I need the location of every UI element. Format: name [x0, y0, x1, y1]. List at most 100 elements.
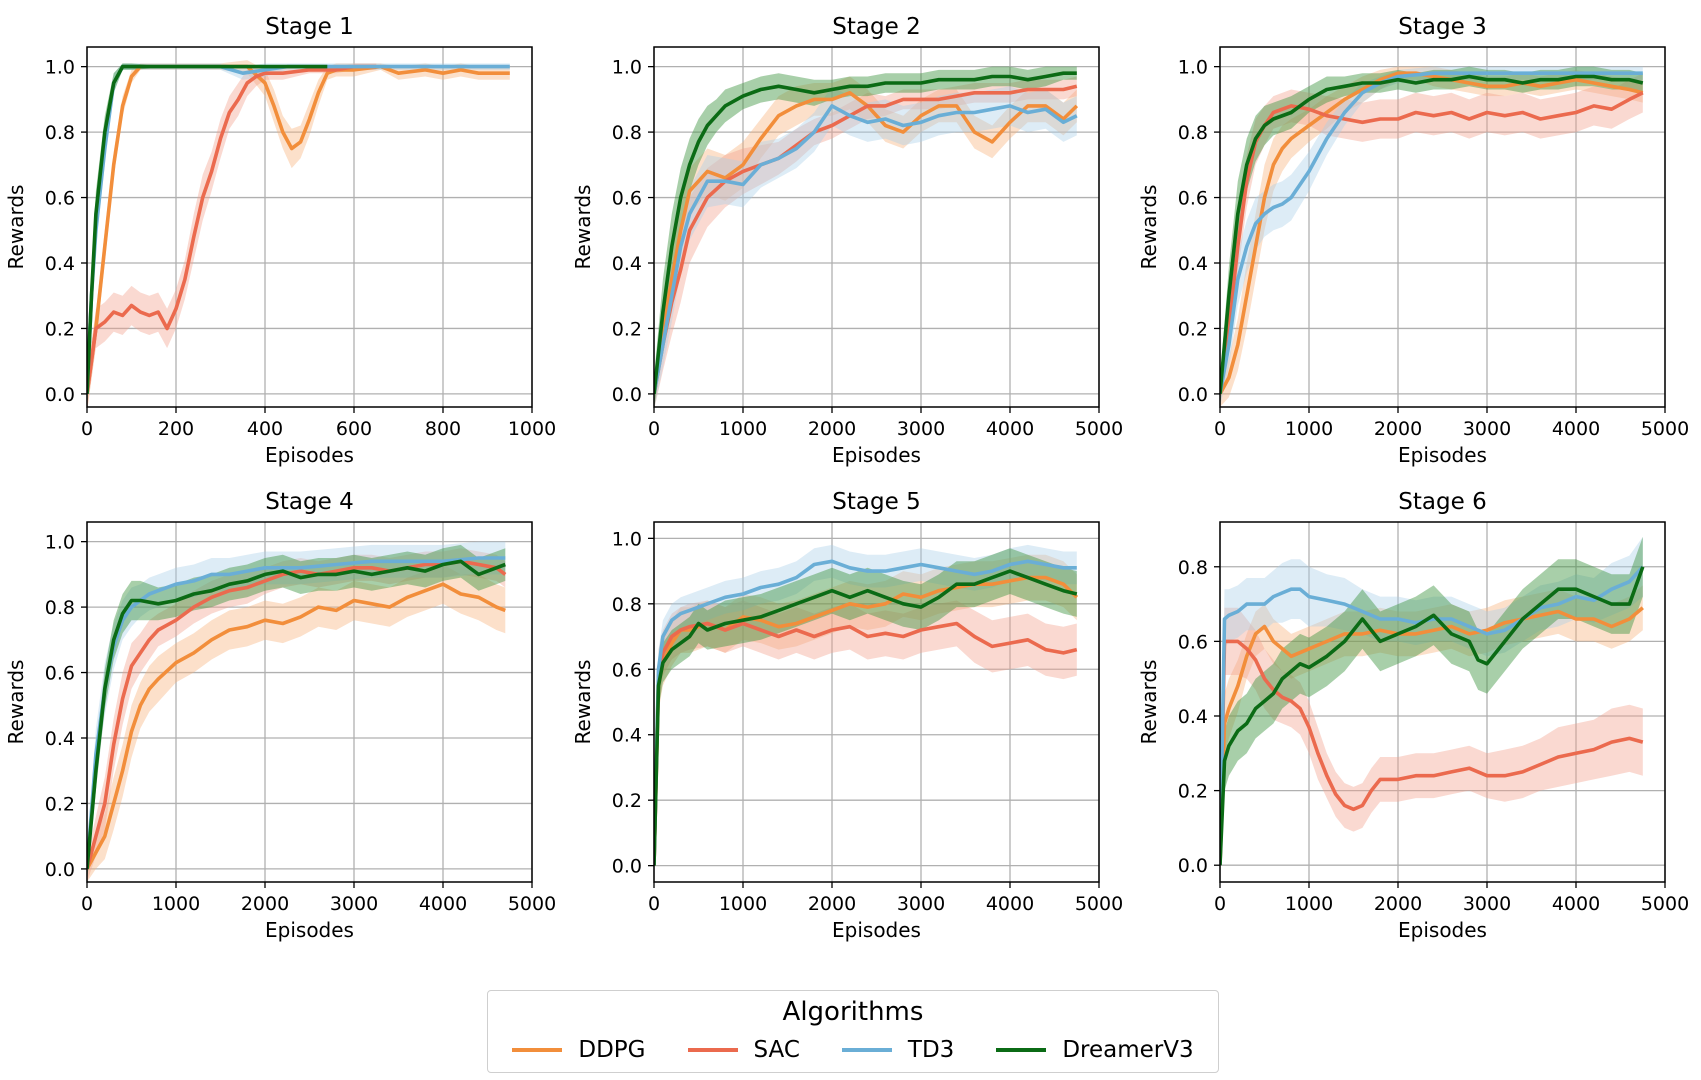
legend-swatch-td3 [841, 1048, 892, 1052]
y-axis-label: Rewards [571, 185, 595, 270]
chart-title: Stage 6 [1398, 489, 1486, 515]
band-td3-stage-3 [1220, 66, 1643, 407]
y-tick-label: 0.6 [45, 188, 75, 210]
x-tick-label: 3000 [897, 893, 945, 915]
y-axis-label: Rewards [1137, 660, 1161, 745]
band-td3-stage-4 [87, 541, 506, 882]
y-tick-label: 1.0 [1178, 57, 1208, 79]
x-axis-label: Episodes [832, 443, 921, 467]
y-tick-label: 0.2 [1178, 781, 1208, 803]
line-ddpg-stage-4 [87, 582, 506, 870]
x-tick-label: 800 [425, 418, 461, 440]
band-ddpg-stage-5 [654, 554, 1077, 879]
line-sac-stage-1 [87, 64, 377, 395]
y-tick-label: 0.4 [612, 725, 642, 747]
line-dreamerv3-stage-4 [87, 559, 506, 870]
x-tick-label: 400 [247, 418, 283, 440]
y-tick-label: 0.6 [612, 188, 642, 210]
y-tick-label: 0.8 [1178, 557, 1208, 579]
legend-items: DDPG SAC TD3 DreamerV3 [488, 1033, 1218, 1067]
x-tick-label: 1000 [1285, 418, 1333, 440]
line-td3-stage-4 [87, 556, 506, 870]
y-tick-label: 0.0 [1178, 855, 1208, 877]
x-tick-label: 4000 [419, 893, 467, 915]
band-td3-stage-1 [87, 63, 510, 407]
legend-title: Algorithms [782, 997, 924, 1027]
x-tick-label: 4000 [1552, 893, 1600, 915]
y-axis-label: Rewards [4, 660, 28, 745]
chart-title: Stage 3 [1398, 14, 1486, 40]
x-tick-label: 2000 [1374, 893, 1422, 915]
y-tick-label: 0.6 [45, 663, 75, 685]
axes-frame [653, 521, 1100, 883]
legend-item-dreamerv3: DreamerV3 [996, 1037, 1194, 1063]
x-axis-label: Episodes [265, 918, 354, 942]
axes-frame [1219, 521, 1666, 883]
legend-label-sac: SAC [753, 1037, 800, 1063]
y-tick-label: 0.6 [612, 659, 642, 681]
chart-panel-1: 0 200 400 600 800 1000 0.0 0.2 0.4 0.6 0.8 1.0 Stage… [4, 14, 556, 467]
x-tick-label: 4000 [1552, 418, 1600, 440]
x-tick-label: 2000 [808, 418, 856, 440]
band-ddpg-stage-4 [87, 564, 506, 882]
x-tick-label: 5000 [1641, 893, 1689, 915]
y-tick-label: 0.2 [1178, 318, 1208, 340]
y-tick-label: 0.2 [612, 790, 642, 812]
x-tick-label: 1000 [719, 418, 767, 440]
chart-panel-4: 0 1000 2000 3000 4000 5000 0.0 0.2 0.4 0.6 0.8 1.0 S… [4, 489, 556, 942]
y-axis-label: Rewards [1137, 185, 1161, 270]
axes-frame [1219, 46, 1666, 408]
y-tick-label: 0.4 [1178, 706, 1208, 728]
y-tick-label: 0.0 [45, 859, 75, 881]
y-tick-label: 1.0 [45, 532, 75, 554]
legend: Algorithms DDPG SAC TD3 DreamerV3 [487, 990, 1219, 1073]
y-tick-label: 0.0 [612, 856, 642, 878]
chart-panel-6: 0 1000 2000 3000 4000 5000 0.0 0.2 0.4 0.6 0.8 Stag… [1137, 489, 1689, 942]
band-sac-stage-2 [654, 76, 1077, 407]
x-tick-label: 5000 [1075, 893, 1123, 915]
x-tick-label: 2000 [1374, 418, 1422, 440]
legend-label-ddpg: DDPG [578, 1037, 646, 1063]
y-tick-label: 0.2 [45, 793, 75, 815]
x-axis-label: Episodes [1398, 918, 1487, 942]
legend-item-sac: SAC [687, 1037, 800, 1063]
x-tick-label: 1000 [1285, 893, 1333, 915]
line-dreamerv3-stage-1 [87, 64, 328, 394]
x-tick-label: 4000 [986, 893, 1034, 915]
y-tick-label: 0.2 [45, 318, 75, 340]
chart-panel-3: 0 1000 2000 3000 4000 5000 0.0 0.2 0.4 0.6 0.8 1.0 S… [1137, 14, 1689, 467]
y-tick-label: 0.4 [1178, 253, 1208, 275]
line-td3-stage-2 [654, 104, 1078, 395]
y-tick-label: 0.2 [612, 318, 642, 340]
x-axis-label: Episodes [1398, 443, 1487, 467]
line-dreamerv3-stage-5 [654, 569, 1078, 866]
x-tick-label: 200 [158, 418, 194, 440]
x-tick-label: 1000 [719, 893, 767, 915]
y-tick-label: 0.8 [45, 597, 75, 619]
x-tick-label: 2000 [808, 893, 856, 915]
chart-title: Stage 2 [832, 14, 920, 40]
x-axis-label: Episodes [832, 918, 921, 942]
x-tick-label: 1000 [152, 893, 200, 915]
legend-swatch-ddpg [512, 1048, 563, 1052]
x-tick-label: 2000 [241, 893, 289, 915]
chart-panel-2: 0 1000 2000 3000 4000 5000 0.0 0.2 0.4 0.6 0.8 1.0 S… [571, 14, 1123, 467]
y-tick-label: 0.0 [45, 384, 75, 406]
band-dreamerv3-stage-1 [87, 63, 328, 407]
y-tick-label: 0.8 [45, 122, 75, 144]
legend-swatch-dreamerv3 [996, 1048, 1047, 1052]
band-sac-stage-1 [87, 63, 377, 407]
y-tick-label: 0.6 [1178, 631, 1208, 653]
legend-swatch-sac [687, 1048, 738, 1052]
x-tick-label: 4000 [986, 418, 1034, 440]
y-tick-label: 0.6 [1178, 188, 1208, 210]
y-tick-label: 0.4 [45, 728, 75, 750]
line-sac-stage-5 [654, 621, 1078, 866]
line-td3-stage-6 [1220, 565, 1645, 866]
x-tick-label: 5000 [508, 893, 556, 915]
x-tick-label: 0 [81, 418, 93, 440]
line-sac-stage-4 [87, 559, 507, 870]
y-axis-label: Rewards [4, 185, 28, 270]
x-tick-label: 0 [1214, 418, 1226, 440]
chart-title: Stage 4 [265, 489, 353, 515]
